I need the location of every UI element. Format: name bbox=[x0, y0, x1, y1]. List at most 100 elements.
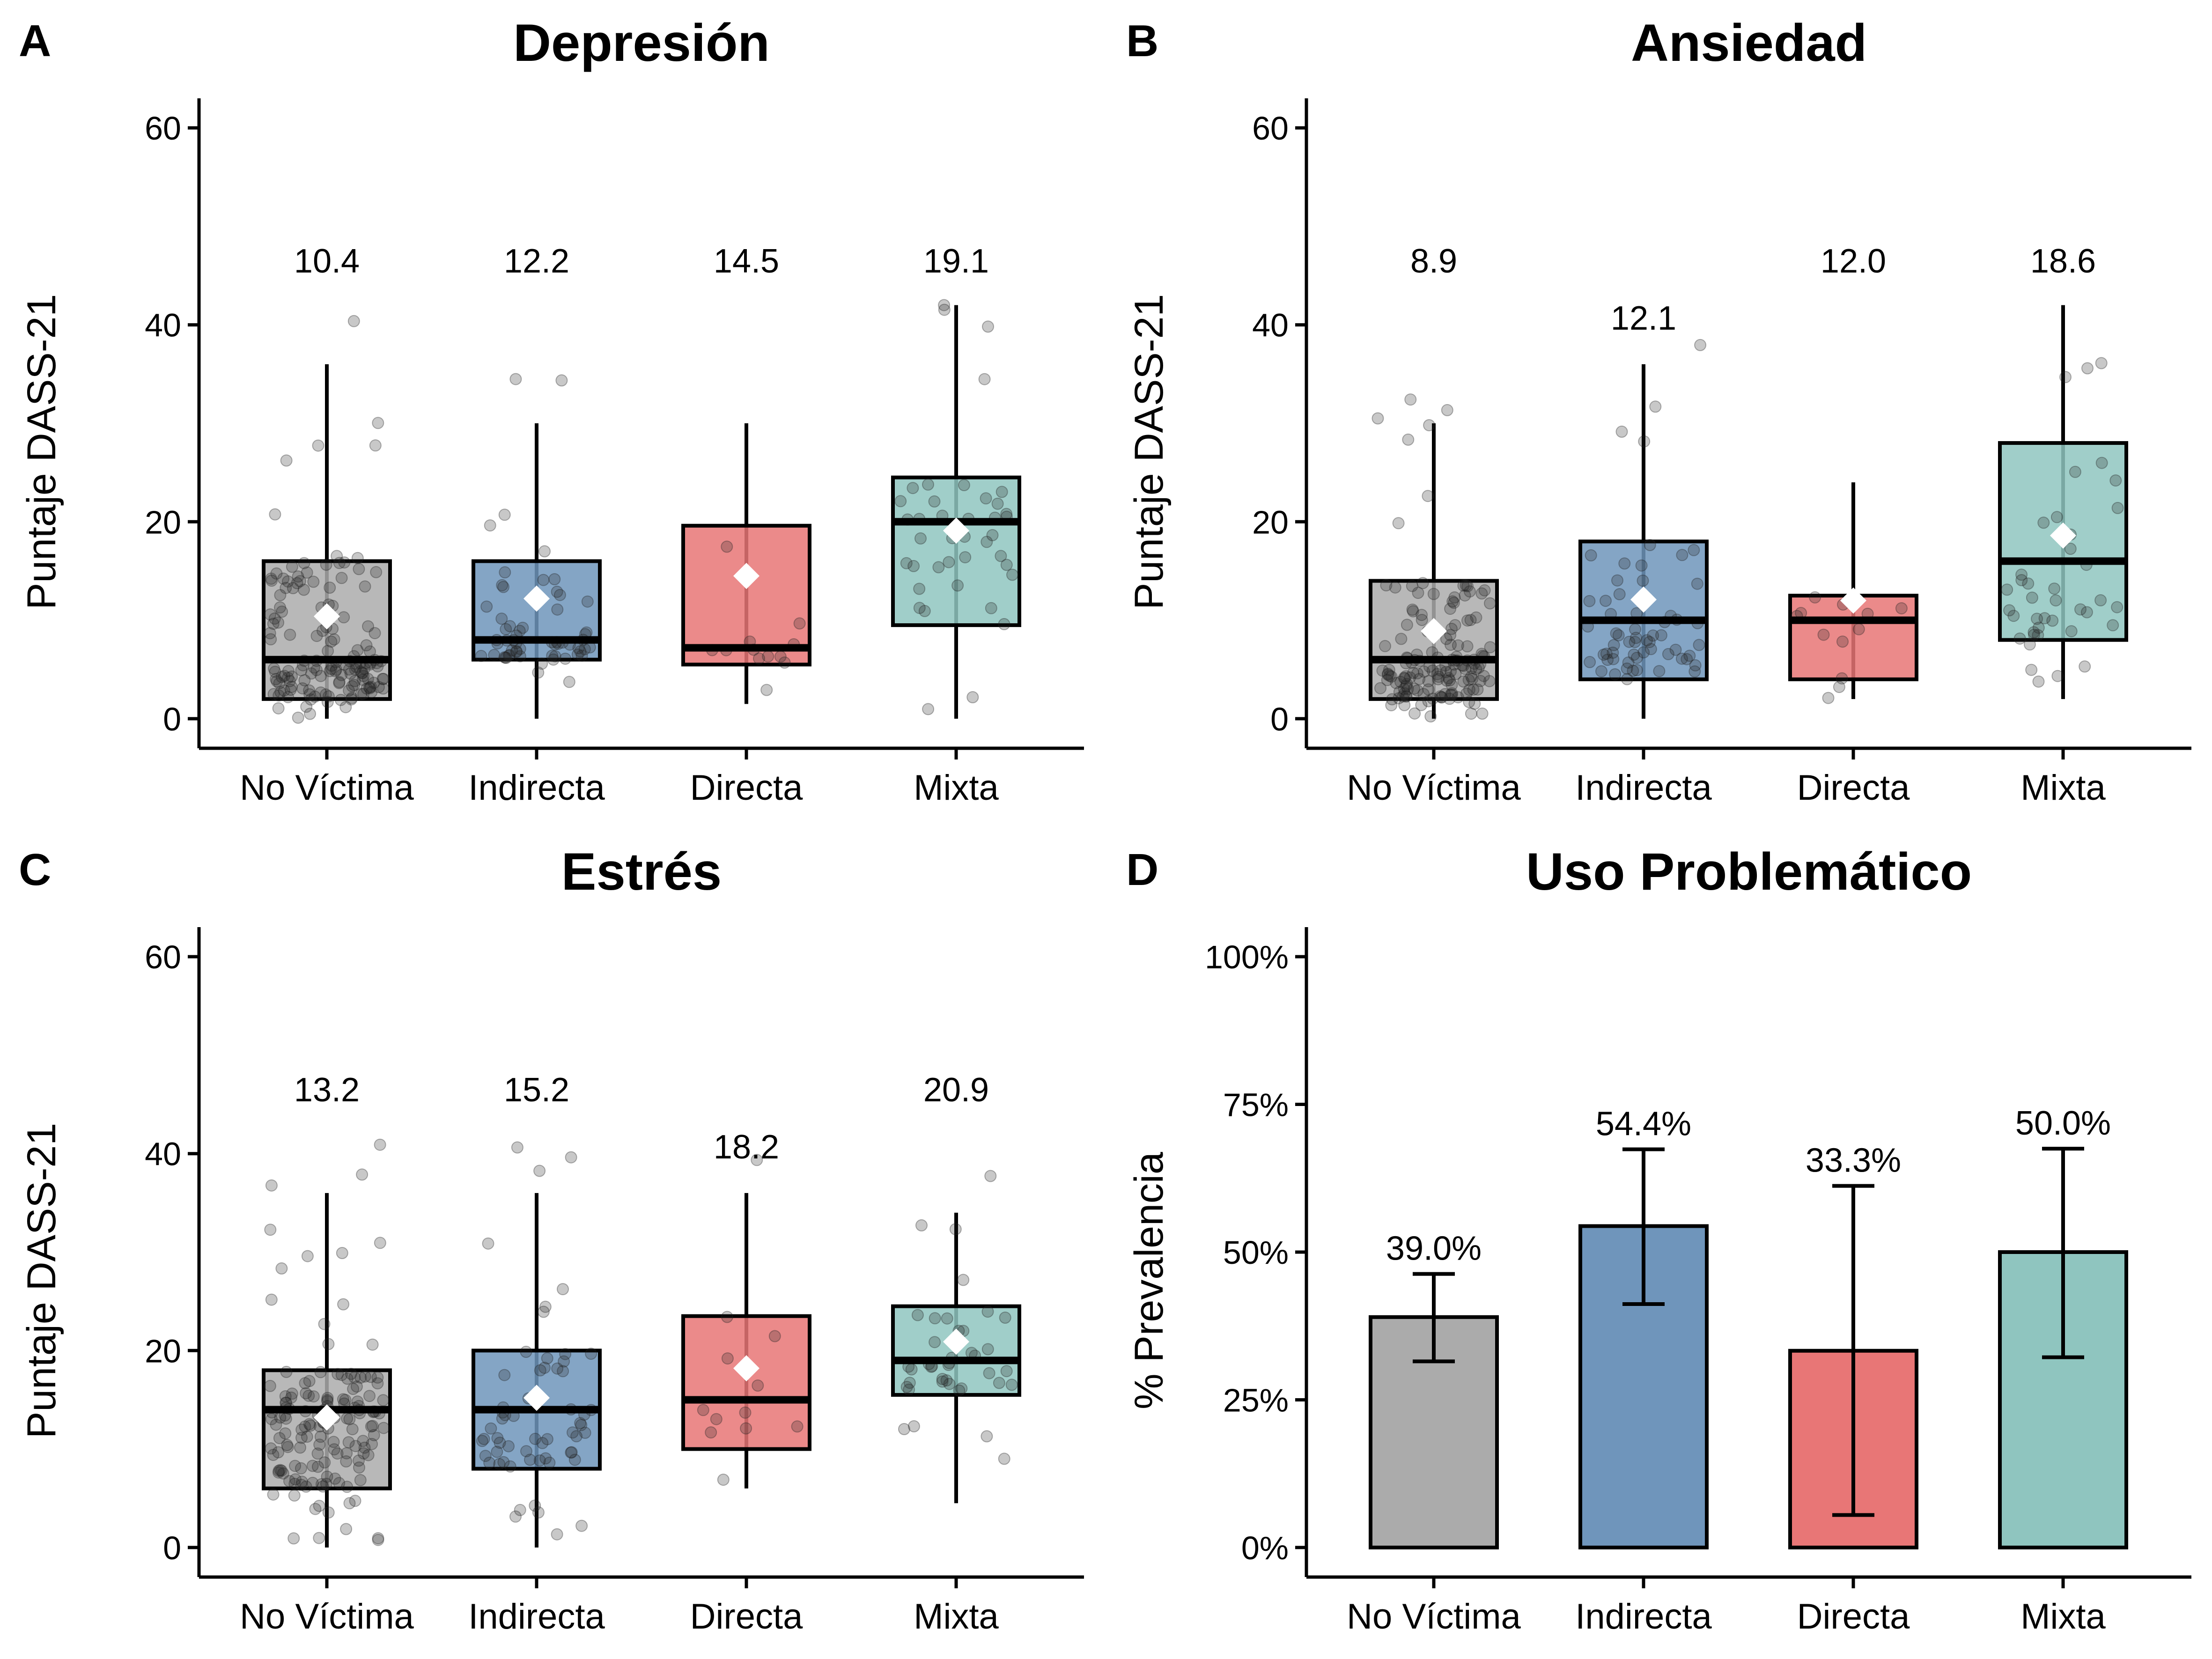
mean-label: 12.2 bbox=[504, 243, 569, 280]
data-point bbox=[1477, 670, 1490, 682]
data-point bbox=[1390, 677, 1402, 689]
data-point bbox=[943, 1378, 956, 1390]
data-point bbox=[1457, 579, 1470, 592]
data-point bbox=[485, 1422, 497, 1435]
data-point bbox=[1400, 690, 1412, 702]
data-point bbox=[929, 1312, 941, 1325]
data-point bbox=[269, 665, 281, 678]
data-point bbox=[314, 686, 327, 699]
value-label: 33.3% bbox=[1806, 1142, 1901, 1180]
data-point bbox=[574, 645, 587, 658]
data-point bbox=[1382, 668, 1394, 681]
panel-letter: C bbox=[19, 845, 51, 895]
data-point bbox=[1441, 404, 1453, 416]
data-point bbox=[356, 1168, 369, 1181]
data-point bbox=[1688, 665, 1701, 678]
data-point bbox=[543, 1456, 556, 1469]
data-point bbox=[911, 1309, 924, 1321]
data-point bbox=[265, 1293, 278, 1306]
data-point bbox=[915, 1219, 928, 1231]
data-point bbox=[281, 671, 294, 684]
data-point bbox=[494, 1437, 506, 1449]
data-point bbox=[309, 690, 321, 703]
data-point bbox=[280, 1365, 293, 1378]
data-point bbox=[1655, 629, 1667, 641]
mean-marker bbox=[733, 1355, 759, 1382]
panel-letter: B bbox=[1126, 16, 1158, 66]
data-point bbox=[1400, 680, 1413, 692]
data-point bbox=[1465, 670, 1478, 683]
mean-marker bbox=[524, 585, 550, 612]
data-point bbox=[362, 1449, 375, 1461]
y-axis-title: Puntaje DASS-21 bbox=[1127, 294, 1172, 610]
data-point bbox=[281, 1441, 294, 1453]
data-point bbox=[1422, 695, 1435, 708]
data-point bbox=[354, 665, 367, 678]
data-point bbox=[1443, 693, 1456, 705]
data-point bbox=[1418, 665, 1430, 678]
data-point bbox=[2079, 660, 2091, 673]
data-point bbox=[267, 618, 280, 630]
data-point bbox=[372, 1534, 384, 1546]
data-point bbox=[371, 1371, 384, 1384]
data-point bbox=[320, 559, 332, 571]
data-point bbox=[1649, 400, 1662, 413]
y-tick-label: 0% bbox=[1241, 1530, 1289, 1566]
data-point bbox=[500, 651, 513, 664]
data-point bbox=[307, 575, 320, 588]
data-point bbox=[1463, 585, 1476, 598]
data-point bbox=[524, 1453, 536, 1466]
data-point bbox=[377, 673, 390, 685]
data-point bbox=[778, 656, 791, 669]
data-point bbox=[365, 686, 378, 699]
mean-marker bbox=[524, 1385, 550, 1411]
data-point bbox=[1643, 636, 1656, 649]
data-point bbox=[1385, 699, 1398, 712]
data-point bbox=[1583, 595, 1596, 607]
data-point bbox=[298, 557, 310, 569]
data-point bbox=[1484, 597, 1496, 610]
data-point bbox=[2022, 577, 2035, 590]
data-point bbox=[342, 1436, 355, 1449]
data-point bbox=[2001, 583, 2013, 596]
data-point bbox=[2032, 621, 2045, 634]
data-point bbox=[301, 1430, 313, 1443]
data-point bbox=[555, 374, 568, 387]
data-point bbox=[914, 532, 927, 545]
data-point bbox=[558, 1355, 570, 1368]
data-point bbox=[534, 1364, 546, 1377]
y-tick-label: 40 bbox=[145, 307, 181, 344]
data-point bbox=[313, 1532, 325, 1544]
data-point bbox=[348, 678, 361, 691]
data-point bbox=[520, 1346, 532, 1358]
data-point bbox=[1644, 539, 1656, 551]
value-label: 39.0% bbox=[1386, 1230, 1482, 1268]
data-point bbox=[2081, 362, 2094, 375]
data-point bbox=[1610, 627, 1622, 640]
y-tick-label: 20 bbox=[145, 504, 181, 540]
data-point bbox=[349, 663, 361, 676]
data-point bbox=[303, 684, 316, 697]
data-point bbox=[338, 556, 351, 569]
data-point bbox=[339, 1394, 352, 1406]
data-point bbox=[318, 1456, 331, 1469]
data-point bbox=[959, 551, 972, 564]
data-point bbox=[484, 519, 496, 532]
data-point bbox=[516, 621, 529, 634]
data-point bbox=[304, 693, 317, 706]
data-point bbox=[536, 1437, 549, 1449]
data-point bbox=[1432, 673, 1445, 686]
y-tick-label: 40 bbox=[145, 1136, 181, 1172]
data-point bbox=[1478, 584, 1491, 597]
data-point bbox=[2007, 610, 2020, 622]
data-point bbox=[321, 1470, 333, 1483]
data-point bbox=[928, 495, 941, 508]
data-point bbox=[983, 1367, 995, 1379]
data-point bbox=[548, 573, 561, 585]
data-point bbox=[900, 1381, 913, 1393]
data-point bbox=[265, 633, 277, 646]
data-point bbox=[2003, 604, 2016, 617]
data-point bbox=[300, 1387, 312, 1400]
data-point bbox=[539, 1452, 552, 1465]
data-point bbox=[349, 1495, 361, 1507]
